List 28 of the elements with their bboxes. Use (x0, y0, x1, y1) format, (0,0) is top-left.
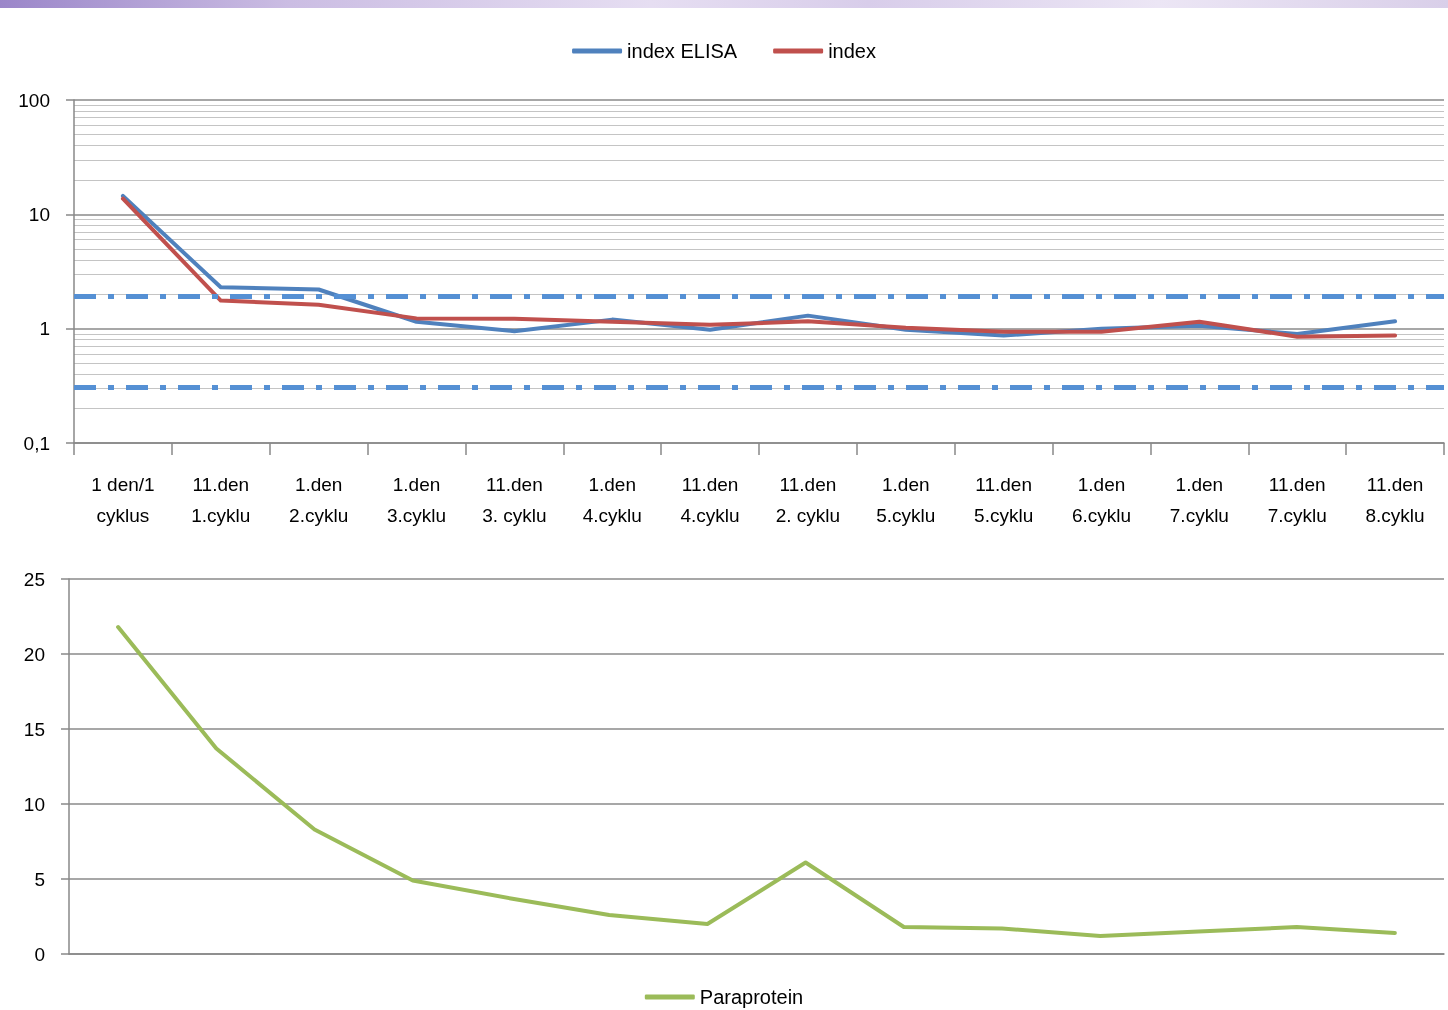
x-tick-label: 1.den 5.cyklu (876, 474, 936, 526)
y-tick-label: 1 (39, 318, 50, 340)
y-tick-label: 25 (23, 568, 45, 590)
x-tick-label: 11.den 8.cyklu (1365, 474, 1425, 526)
x-tick-label: 11.den 7.cyklu (1267, 474, 1327, 526)
x-tick-label: 1.den 2.cyklu (289, 474, 349, 526)
y-tick-label: 10 (28, 203, 50, 225)
y-tick-label: 0,1 (23, 432, 50, 454)
x-tick-label: 11.den 4.cyklu (680, 474, 740, 526)
y-tick-label: 10 (23, 793, 45, 815)
x-tick-label: 1.den 6.cyklu (1071, 474, 1132, 526)
x-tick-label: 1.den 4.cyklu (582, 474, 642, 526)
line-series (116, 625, 1397, 938)
x-tick-label: 11.den 2. cyklu (775, 474, 841, 526)
legend-label: Paraprotein (699, 986, 804, 1008)
x-tick-label: 11.den 3. cyklu (482, 474, 547, 526)
legend-label: index ELISA (627, 40, 738, 62)
x-tick-label: 1.den 3.cyklu (386, 474, 447, 526)
x-tick-label: 11.den 1.cyklu (191, 474, 251, 526)
legend-label: index (828, 40, 876, 62)
x-tick-label: 1 den/1 cyklus (91, 474, 155, 526)
y-tick-label: 0 (34, 943, 45, 965)
x-tick-label: 1.den 7.cyklu (1169, 474, 1229, 526)
y-tick-label: 15 (23, 718, 45, 740)
y-tick-label: 20 (23, 643, 45, 665)
y-tick-label: 5 (34, 868, 45, 890)
y-tick-label: 100 (18, 89, 50, 111)
x-tick-label: 11.den 5.cyklu (974, 474, 1034, 526)
